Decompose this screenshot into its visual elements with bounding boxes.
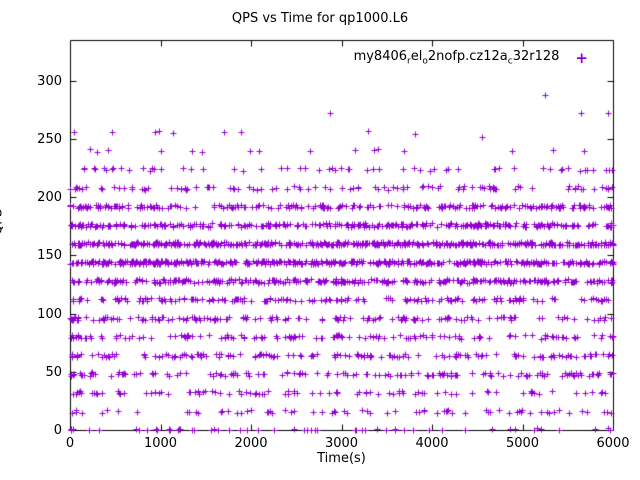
x-tick-label: 2000 — [234, 436, 268, 451]
x-tick-label: 0 — [65, 436, 75, 451]
x-tick-label: 5000 — [505, 436, 540, 451]
x-tick-label: 1000 — [143, 436, 178, 451]
y-tick-label: 0 — [53, 423, 62, 438]
chart-title: QPS vs Time for qp1000.L6 — [231, 11, 409, 26]
y-tick-label: 150 — [37, 248, 62, 264]
x-tick-label: 6000 — [596, 436, 630, 451]
legend-label-part: el — [410, 49, 423, 64]
legend: my8406relo2nofp.cz12ac32r128 + — [354, 49, 588, 67]
legend-label-part: r — [407, 56, 411, 67]
y-axis-label: QPS — [0, 208, 6, 235]
legend-plus-marker-icon: + — [575, 48, 588, 67]
x-tick-label: 3000 — [324, 436, 359, 451]
x-axis-label: Time(s) — [317, 451, 366, 466]
legend-label-part: o — [422, 56, 428, 67]
x-tick-label: 4000 — [415, 436, 449, 451]
legend-series-label: my8406relo2nofp.cz12ac32r128 — [354, 49, 560, 67]
y-tick-label: 300 — [37, 73, 62, 89]
legend-label-part: my8406 — [353, 49, 408, 64]
y-tick-label: 250 — [37, 131, 62, 147]
y-tick-label: 200 — [37, 190, 62, 206]
y-tick-label: 50 — [45, 364, 62, 380]
legend-label-part: 32r128 — [512, 49, 560, 64]
legend-label-part: c — [507, 56, 513, 67]
legend-label-part: 2nofp.cz12a — [427, 49, 508, 64]
y-tick-label: 100 — [37, 306, 62, 322]
